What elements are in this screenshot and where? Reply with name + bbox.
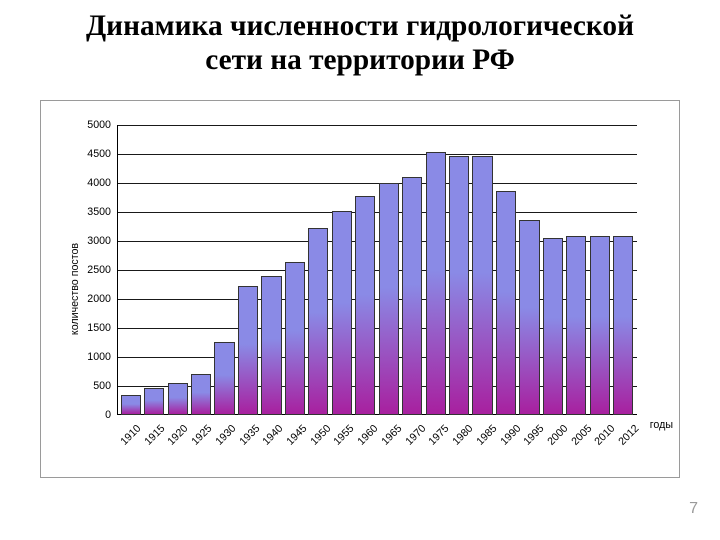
- x-tick-label: 1910: [118, 423, 143, 448]
- y-axis-title: количество постов: [69, 243, 81, 335]
- y-tick-label: 2500: [87, 264, 117, 276]
- y-tick-label: 3000: [87, 235, 117, 247]
- y-tick-label: 4500: [87, 148, 117, 160]
- bar: [355, 196, 375, 415]
- slide: Динамика численности гидрологической сет…: [0, 0, 720, 540]
- x-tick-label: 1925: [189, 423, 214, 448]
- x-tick-label: 1920: [166, 423, 191, 448]
- bar-slot: [142, 125, 165, 415]
- bar-slot: [424, 125, 447, 415]
- bar: [519, 220, 539, 415]
- x-tick-label: 1960: [355, 423, 380, 448]
- bar: [121, 395, 141, 415]
- title-line-1: Динамика численности гидрологической: [86, 10, 634, 42]
- y-tick-label: 500: [93, 380, 117, 392]
- bar: [543, 238, 563, 415]
- bar: [238, 286, 258, 415]
- bar: [285, 262, 305, 415]
- slide-title: Динамика численности гидрологической сет…: [0, 10, 720, 77]
- x-axis-title: годы: [650, 419, 673, 431]
- x-tick-label: 1935: [237, 423, 262, 448]
- x-tick-label: 1965: [379, 423, 404, 448]
- y-tick-label: 2000: [87, 293, 117, 305]
- bar-slot: [471, 125, 494, 415]
- bar-slot: [541, 125, 564, 415]
- bar-slot: [588, 125, 611, 415]
- x-tick-label: 1955: [332, 423, 357, 448]
- bar: [214, 342, 234, 415]
- bar: [566, 236, 586, 415]
- x-tick-label: 2012: [616, 423, 641, 448]
- x-tick-label: 1970: [403, 423, 428, 448]
- title-line-2: сети на территории РФ: [205, 44, 515, 76]
- bar-slot: [119, 125, 142, 415]
- bar-slot: [307, 125, 330, 415]
- y-tick-label: 1000: [87, 351, 117, 363]
- y-tick-label: 5000: [87, 119, 117, 131]
- bar-slot: [377, 125, 400, 415]
- bar: [191, 374, 211, 415]
- bars-container: [117, 125, 637, 415]
- y-tick-label: 0: [105, 409, 117, 421]
- bar: [402, 177, 422, 415]
- chart-frame: количество постов 1910191519201925193019…: [40, 100, 680, 478]
- x-tick-label: 1980: [450, 423, 475, 448]
- bar-slot: [189, 125, 212, 415]
- bar: [261, 276, 281, 415]
- y-tick-label: 4000: [87, 177, 117, 189]
- bar-slot: [354, 125, 377, 415]
- x-tick-label: 1990: [498, 423, 523, 448]
- x-tick-label: 1995: [521, 423, 546, 448]
- bar: [496, 191, 516, 415]
- x-tick-label: 2010: [593, 423, 618, 448]
- x-tick-label: 1940: [261, 423, 286, 448]
- x-tick-label: 2000: [545, 423, 570, 448]
- bar-slot: [612, 125, 635, 415]
- bar-slot: [565, 125, 588, 415]
- bar: [144, 388, 164, 415]
- x-tick-label: 1985: [474, 423, 499, 448]
- bar: [168, 383, 188, 415]
- x-tick-label: 1975: [427, 423, 452, 448]
- bar: [308, 228, 328, 415]
- y-tick-label: 1500: [87, 322, 117, 334]
- x-tick-label: 1915: [142, 423, 167, 448]
- bar: [472, 156, 492, 415]
- bar-slot: [494, 125, 517, 415]
- bar-slot: [213, 125, 236, 415]
- bar-slot: [236, 125, 259, 415]
- bar-slot: [166, 125, 189, 415]
- bar-slot: [260, 125, 283, 415]
- bar: [426, 152, 446, 415]
- bar: [590, 236, 610, 415]
- bar-slot: [400, 125, 423, 415]
- bar-slot: [330, 125, 353, 415]
- bar: [379, 183, 399, 415]
- bar-slot: [518, 125, 541, 415]
- bar: [613, 236, 633, 415]
- x-tick-labels: 1910191519201925193019351940194519501955…: [117, 415, 637, 433]
- bar: [332, 211, 352, 415]
- plot-area: 1910191519201925193019351940194519501955…: [117, 125, 637, 415]
- x-tick-label: 1930: [213, 423, 238, 448]
- page-number: 7: [689, 500, 698, 518]
- bar: [449, 156, 469, 415]
- bar-slot: [283, 125, 306, 415]
- x-tick-label: 1950: [308, 423, 333, 448]
- bar-slot: [447, 125, 470, 415]
- x-tick-label: 2005: [569, 423, 594, 448]
- x-tick-label: 1945: [284, 423, 309, 448]
- y-tick-label: 3500: [87, 206, 117, 218]
